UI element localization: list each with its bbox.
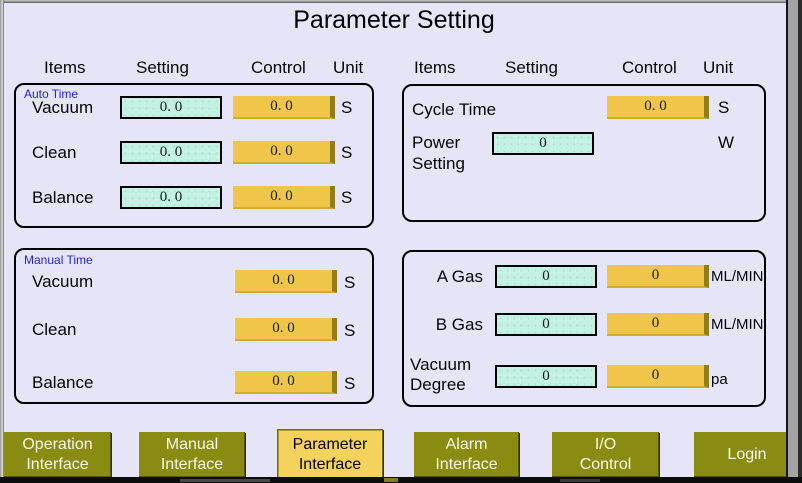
auto-vacuum-label: Vacuum: [32, 98, 94, 117]
nav-alarm-line2: Interface: [435, 455, 498, 473]
header-control-left: Control: [251, 58, 306, 77]
b-gas-label: B Gas: [435, 315, 483, 334]
b-gas-setting-field[interactable]: 0: [495, 313, 597, 336]
manual-time-label: Manual Time: [24, 253, 93, 267]
nav-parameter-interface-button[interactable]: Parameter Interface: [277, 429, 383, 480]
auto-clean-setting-field[interactable]: 0. 0: [120, 141, 222, 164]
power-setting-label-line1: Power: [412, 133, 461, 152]
header-unit-left: Unit: [333, 58, 364, 77]
manual-time-panel: Manual Time Vacuum 0. 0 S Clean 0. 0 S B…: [14, 248, 374, 404]
header-setting-left: Setting: [136, 58, 189, 77]
vacuum-degree-unit: pa: [711, 371, 728, 388]
vacuum-degree-control-field[interactable]: 0: [607, 365, 709, 388]
manual-clean-label: Clean: [32, 320, 77, 339]
b-gas-unit: ML/MIN: [711, 316, 764, 333]
header-control-right: Control: [622, 58, 677, 77]
gas-panel: A Gas 0 0 ML/MIN B Gas 0 0 ML/MIN Vacuum…: [402, 250, 766, 407]
bezel-left: [0, 0, 4, 483]
a-gas-label: A Gas: [436, 267, 483, 286]
a-gas-setting-field[interactable]: 0: [495, 265, 597, 288]
manual-balance-control-field[interactable]: 0. 0: [235, 371, 337, 394]
page-title: Parameter Setting: [293, 6, 495, 34]
auto-clean-label: Clean: [32, 143, 77, 162]
bottom-edge-strip: [0, 477, 802, 483]
a-gas-unit: ML/MIN: [711, 268, 764, 285]
auto-vacuum-setting-field[interactable]: 0. 0: [120, 96, 222, 119]
nav-io-line2: Control: [579, 455, 632, 473]
nav-manual-line1: Manual: [165, 435, 219, 453]
b-gas-control-field[interactable]: 0: [607, 313, 709, 336]
nav-alarm-interface-button[interactable]: Alarm Interface: [414, 432, 519, 477]
nav-alarm-line1: Alarm: [445, 435, 488, 453]
power-setting-field[interactable]: 0: [492, 132, 594, 155]
auto-vacuum-control-field[interactable]: 0. 0: [233, 96, 335, 119]
auto-balance-unit: S: [341, 188, 353, 207]
nav-operation-line2: Interface: [26, 455, 89, 473]
manual-balance-label: Balance: [32, 373, 94, 392]
auto-clean-control-field[interactable]: 0. 0: [233, 141, 335, 164]
manual-clean-unit: S: [344, 321, 356, 340]
header-unit-right: Unit: [703, 58, 734, 77]
nav-login-button[interactable]: Login: [694, 432, 800, 477]
vacuum-degree-label-line2: Degree: [410, 375, 466, 394]
manual-vacuum-unit: S: [344, 273, 356, 292]
cycle-time-unit: S: [718, 98, 730, 117]
bezel-top: [0, 0, 802, 3]
power-setting-unit: W: [718, 133, 735, 152]
power-setting-label-line2: Setting: [412, 154, 465, 173]
vacuum-degree-setting-field[interactable]: 0: [495, 365, 597, 388]
auto-balance-setting-field[interactable]: 0. 0: [120, 186, 222, 209]
auto-time-panel: Auto Time Vacuum 0. 0 0. 0 S Clean 0. 0 …: [14, 83, 374, 228]
auto-balance-label: Balance: [32, 188, 94, 207]
header-setting-right: Setting: [505, 58, 558, 77]
manual-vacuum-label: Vacuum: [32, 272, 94, 291]
auto-clean-unit: S: [341, 143, 353, 162]
nav-io-control-button[interactable]: I/O Control: [552, 432, 659, 477]
cycle-power-panel: Cycle Time 0. 0 S Power Setting 0 W: [402, 84, 766, 222]
cycle-time-control-field[interactable]: 0. 0: [607, 96, 709, 119]
auto-time-label: Auto Time: [24, 87, 79, 101]
header-items-right: Items: [414, 58, 456, 77]
manual-clean-control-field[interactable]: 0. 0: [235, 318, 337, 341]
vacuum-degree-label-line1: Vacuum: [410, 355, 472, 374]
auto-balance-control-field[interactable]: 0. 0: [233, 186, 335, 209]
a-gas-control-field[interactable]: 0: [607, 265, 709, 288]
manual-balance-unit: S: [344, 374, 356, 393]
cycle-time-label: Cycle Time: [412, 100, 497, 119]
nav-login-line1: Login: [727, 445, 767, 463]
nav-operation-line1: Operation: [22, 435, 93, 453]
nav-parameter-line1: Parameter: [292, 435, 368, 453]
nav-manual-line2: Interface: [160, 455, 224, 473]
manual-vacuum-control-field[interactable]: 0. 0: [235, 270, 337, 293]
nav-parameter-line2: Interface: [298, 455, 362, 473]
auto-vacuum-unit: S: [341, 98, 353, 117]
nav-operation-interface-button[interactable]: Operation Interface: [4, 432, 111, 477]
bezel-right: [786, 0, 802, 483]
nav-manual-interface-button[interactable]: Manual Interface: [139, 432, 245, 477]
header-items-left: Items: [44, 58, 86, 77]
nav-io-line1: I/O: [594, 435, 617, 453]
